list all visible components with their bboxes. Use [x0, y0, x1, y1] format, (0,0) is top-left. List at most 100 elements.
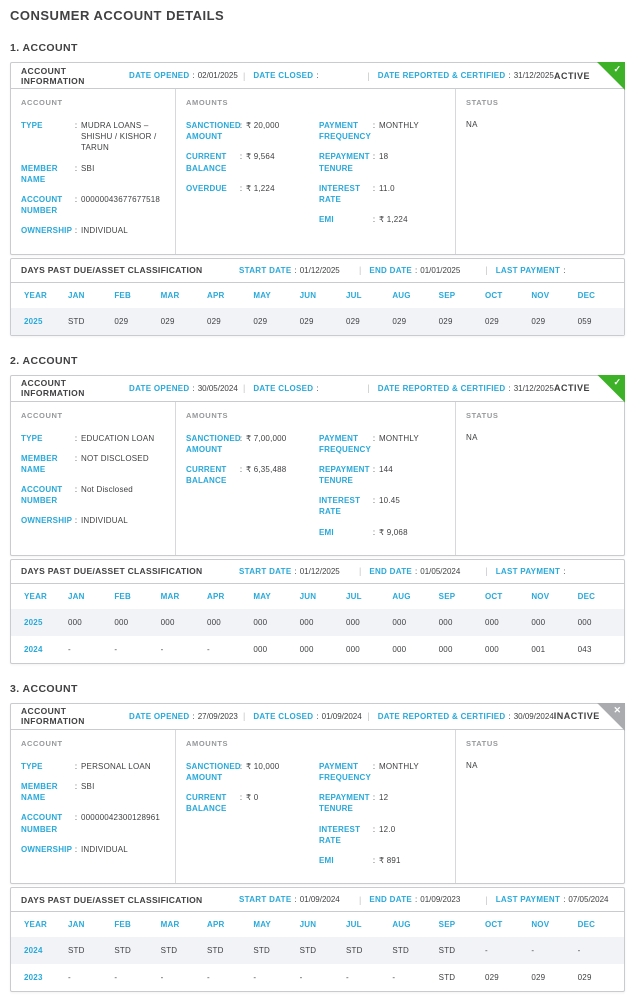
dpd-year: 2024: [24, 644, 43, 654]
colon: :: [192, 71, 195, 80]
field-label: PAYMENT FREQUENCY: [319, 433, 372, 454]
dpd-header: DAYS PAST DUE/ASSET CLASSIFICATION START…: [11, 560, 624, 584]
account-column-header: ACCOUNT: [21, 98, 63, 107]
field-colon: :: [372, 855, 376, 865]
dpd-cell: DEC: [577, 591, 596, 601]
field-value: MUDRA LOANS – SHISHU / KISHOR / TARUN: [81, 121, 157, 153]
field-colon: :: [372, 183, 376, 193]
field-value: EDUCATION LOAN: [81, 433, 155, 443]
field-colon: :: [372, 121, 376, 130]
field-row: REPAYMENT TENURE:12: [319, 792, 445, 814]
dpd-year: 2025: [24, 316, 43, 326]
dpd-table: YEAR JAN FEB MAR APR MAY JUN JUL AUG SEP OCT NOV DE…: [11, 584, 624, 663]
date-opened: DATE OPENED:27/09/2023: [129, 712, 243, 721]
dpd-month-header-row: YEAR JAN FEB MAR APR MAY JUN JUL AUG SEP OCT NOV DE…: [11, 283, 624, 308]
date-reported-label: DATE REPORTED & CERTIFIED: [377, 71, 506, 80]
field-colon: :: [74, 844, 78, 854]
dpd-cell: 043: [577, 644, 592, 654]
dpd-start-date: START DATE:01/12/2025: [239, 567, 359, 576]
account-column-header: ACCOUNT: [21, 410, 63, 420]
dpd-last-payment: LAST PAYMENT:: [496, 567, 569, 576]
last-payment-label: LAST PAYMENT: [495, 265, 561, 275]
field-value: SBI: [81, 163, 95, 173]
account-info-title: ACCOUNT INFORMATION: [21, 378, 85, 398]
dpd-cell: 000: [345, 644, 360, 654]
date-opened-label: DATE OPENED: [129, 711, 190, 721]
field-value: SBI: [81, 782, 95, 791]
check-icon: ✓: [613, 64, 621, 74]
dpd-cell: OCT: [484, 920, 503, 930]
start-date-value: 01/12/2025: [299, 265, 340, 275]
dpd-cell: -: [206, 973, 210, 983]
dpd-cell: MAR: [160, 920, 180, 930]
amounts-column-header: AMOUNTS: [186, 738, 229, 748]
dpd-cell: STD: [345, 946, 363, 956]
field-value: 12.0: [379, 824, 396, 834]
field-colon: :: [372, 215, 376, 225]
colon: :: [415, 265, 418, 275]
field-colon: :: [239, 152, 243, 162]
field-label: REPAYMENT TENURE: [319, 152, 370, 173]
dpd-cell: NOV: [531, 290, 550, 300]
field-row: PAYMENT FREQUENCY: MONTHLY: [319, 761, 445, 783]
account-fields: TYPE: MUDRA LOANS – SHISHU / KISHOR / TAR…: [21, 120, 165, 237]
date-opened-value: 30/05/2024: [197, 383, 238, 393]
dpd-cell: 000: [392, 617, 407, 627]
dpd-title: DAYS PAST DUE/ASSET CLASSIFICATION: [21, 265, 203, 275]
dpd-year-header: YEAR: [24, 591, 48, 601]
field-colon: :: [74, 226, 78, 236]
account-section-title: 2. ACCOUNT: [10, 354, 78, 367]
field-label: MEMBER NAME: [21, 163, 58, 184]
field-value: 11.0: [379, 183, 395, 193]
field-label: CURRENT BALANCE: [186, 464, 227, 486]
dpd-cell: 000: [345, 617, 360, 627]
status-column: STATUS NA: [456, 402, 624, 555]
dpd-cell: 059: [577, 316, 592, 326]
start-date-value: 01/12/2025: [299, 566, 340, 576]
dpd-cell: -: [299, 973, 303, 983]
dpd-start-date: START DATE:01/09/2024: [239, 895, 359, 904]
dpd-last-payment: LAST PAYMENT:: [496, 266, 569, 275]
status-badge: ACTIVE: [553, 383, 590, 393]
separator: |: [485, 566, 488, 577]
field-label: OVERDUE: [186, 183, 227, 193]
separator: |: [359, 265, 362, 275]
dpd-cell: JUN: [299, 290, 317, 300]
colon: :: [563, 895, 566, 905]
dpd-row: 2023 - - - - - - - - STD 029 029 029: [11, 964, 624, 991]
amount-fields: SANCTIONED AMOUNT: ₹ 7,00,000 CURRENT BALA…: [186, 433, 319, 547]
field-colon: :: [74, 782, 78, 791]
dpd-header: DAYS PAST DUE/ASSET CLASSIFICATION START…: [11, 888, 624, 913]
dpd-cell: STD: [438, 946, 456, 956]
field-row: TYPE: EDUCATION LOAN: [21, 433, 165, 444]
colon: :: [563, 265, 566, 275]
page-title: CONSUMER ACCOUNT DETAILS: [10, 8, 225, 23]
dpd-cell: 029: [531, 316, 546, 326]
field-colon: :: [239, 121, 243, 130]
amounts-column: AMOUNTS SANCTIONED AMOUNT: ₹ 10,000 CURREN…: [176, 729, 456, 884]
close-icon: ✕: [613, 704, 621, 715]
field-row: MEMBER NAME: SBI: [21, 163, 165, 185]
field-label: REPAYMENT TENURE: [319, 464, 370, 486]
dpd-cell: -: [484, 946, 488, 956]
end-date-value: 01/09/2023: [420, 895, 461, 905]
dpd-cell: -: [206, 644, 210, 654]
field-value: MONTHLY: [379, 121, 419, 130]
dpd-cell: FEB: [114, 920, 131, 930]
account-info-header: ACCOUNT INFORMATION DATE OPENED:30/05/20…: [11, 374, 625, 403]
dpd-end-date: END DATE:01/09/2023: [369, 895, 485, 904]
status-column-header: STATUS: [466, 410, 499, 420]
date-closed: DATE CLOSED:: [253, 384, 367, 393]
field-row: INTEREST RATE:10.45: [319, 495, 445, 517]
field-row: MEMBER NAME: NOT DISCLOSED: [21, 453, 165, 475]
dpd-cell: DEC: [577, 920, 596, 930]
field-value: PERSONAL LOAN: [81, 761, 151, 771]
date-closed-label: DATE CLOSED: [253, 383, 314, 393]
field-value: ₹ 891: [379, 855, 401, 865]
terms-fields: PAYMENT FREQUENCY: MONTHLY REPAYMENT TENUR…: [319, 433, 445, 547]
last-payment-label: LAST PAYMENT: [495, 566, 561, 576]
field-row: OWNERSHIP: INDIVIDUAL: [21, 844, 165, 855]
amounts-column-header: AMOUNTS: [186, 98, 229, 107]
colon: :: [415, 566, 418, 576]
account-info-body: ACCOUNT TYPE: PERSONAL LOAN MEMBER NAME: SB…: [11, 729, 624, 884]
